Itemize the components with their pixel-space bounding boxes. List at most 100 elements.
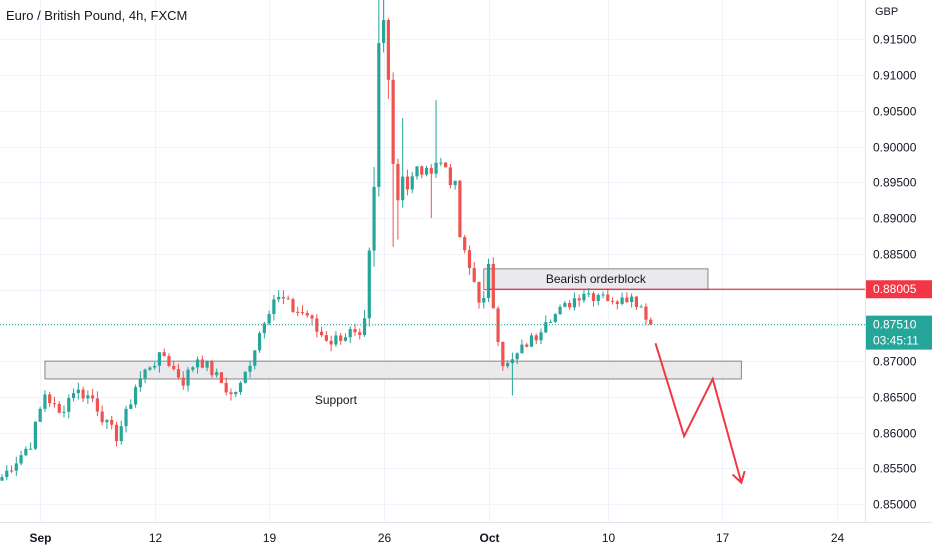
candle-body bbox=[620, 297, 624, 304]
candle-body bbox=[224, 382, 228, 393]
projection-arrowhead bbox=[731, 470, 746, 485]
time-axis[interactable]: Sep 12 19 26 Oct 10 17 24 bbox=[29, 531, 844, 545]
candle-body bbox=[448, 167, 452, 186]
candle-body bbox=[215, 372, 219, 376]
candle-body bbox=[272, 299, 276, 315]
candle-body bbox=[401, 176, 405, 201]
candle-body bbox=[577, 298, 581, 301]
price-badges: 0.88005 0.87510 03:45:11 bbox=[866, 280, 932, 350]
candle-body bbox=[181, 377, 185, 386]
candle-body bbox=[634, 296, 639, 308]
x-tick-label: 12 bbox=[149, 531, 163, 545]
candle-body bbox=[24, 448, 28, 456]
candle-body bbox=[610, 300, 615, 302]
candle-body bbox=[410, 176, 414, 190]
candle-body bbox=[553, 314, 557, 322]
candle-body bbox=[105, 419, 109, 423]
projection-line bbox=[654, 342, 743, 483]
candle-body bbox=[420, 166, 424, 175]
candle-body bbox=[148, 367, 152, 370]
horizontal-level bbox=[0, 288, 865, 326]
candle-body bbox=[67, 398, 71, 412]
y-tick-label: 0.89000 bbox=[873, 212, 917, 226]
candle-body bbox=[358, 332, 362, 336]
candle-body bbox=[277, 296, 281, 300]
candle-body bbox=[501, 341, 505, 367]
candle-body bbox=[477, 281, 481, 303]
candle-body bbox=[262, 323, 266, 334]
candle-body bbox=[167, 356, 171, 366]
x-tick-label: 10 bbox=[602, 531, 616, 545]
candle-body bbox=[176, 369, 181, 378]
candle-body bbox=[234, 392, 238, 395]
candle-body bbox=[257, 333, 262, 351]
candle-body bbox=[324, 335, 328, 341]
candle-body bbox=[482, 297, 486, 303]
candle-body bbox=[486, 263, 491, 298]
candle-body bbox=[463, 237, 467, 251]
candle-body bbox=[300, 312, 305, 314]
candle-body bbox=[281, 296, 286, 299]
candle-body bbox=[548, 321, 553, 323]
x-tick-label: 24 bbox=[831, 531, 845, 545]
zone-box bbox=[44, 360, 742, 380]
candle-body bbox=[558, 306, 562, 315]
candle-body bbox=[286, 298, 290, 300]
candle-body bbox=[439, 162, 443, 164]
candle-body bbox=[334, 335, 338, 345]
candle-body bbox=[601, 294, 605, 296]
projection-arrow bbox=[654, 342, 746, 485]
candle-body bbox=[0, 477, 4, 481]
zone-label-orderblock: Bearish orderblock bbox=[546, 272, 647, 286]
candle-body bbox=[191, 367, 195, 370]
candle-body bbox=[515, 353, 519, 360]
chart-title: Euro / British Pound, 4h, FXCM bbox=[6, 8, 188, 23]
candle-body bbox=[52, 403, 57, 405]
candle-body bbox=[529, 335, 534, 347]
candle-body bbox=[606, 294, 610, 301]
candle-body bbox=[62, 411, 66, 413]
candle-body bbox=[434, 162, 438, 174]
candle-body bbox=[587, 293, 591, 295]
candle-body bbox=[219, 372, 224, 383]
candle-body bbox=[195, 359, 200, 368]
annotation-zones: Bearish orderblock Support bbox=[44, 268, 742, 407]
candle-body bbox=[91, 395, 95, 399]
candle-body bbox=[591, 293, 596, 301]
candle-body bbox=[129, 404, 133, 409]
candle-body bbox=[172, 365, 176, 370]
candle-body bbox=[649, 319, 653, 325]
candle-body bbox=[444, 162, 448, 168]
candle-body bbox=[57, 403, 61, 413]
candle-body bbox=[568, 303, 572, 308]
candle-body bbox=[377, 42, 381, 187]
candle-body bbox=[353, 329, 357, 333]
candle-body bbox=[200, 359, 204, 368]
candle-body bbox=[582, 293, 586, 301]
candle-body bbox=[110, 419, 114, 425]
price-axis[interactable]: 0.91500 0.91000 0.90500 0.90000 0.89500 0.890… bbox=[873, 33, 917, 512]
y-tick-label: 0.87000 bbox=[873, 355, 917, 369]
candle-body bbox=[186, 369, 190, 386]
candle-body bbox=[19, 455, 23, 464]
candle-body bbox=[210, 361, 214, 376]
candle-body bbox=[14, 463, 18, 471]
candle-body bbox=[424, 167, 429, 175]
candle-body bbox=[86, 395, 90, 399]
candle-body bbox=[71, 393, 76, 399]
candle-body bbox=[520, 344, 524, 354]
candle-body bbox=[296, 311, 300, 313]
candle-body bbox=[382, 20, 386, 43]
candle-body bbox=[291, 299, 295, 312]
candle-body bbox=[305, 313, 309, 316]
candle-body bbox=[205, 361, 209, 368]
candle-body bbox=[429, 167, 433, 174]
candle-body bbox=[348, 329, 352, 338]
candle-body bbox=[95, 398, 99, 412]
candle-body bbox=[491, 263, 495, 309]
candle-body bbox=[510, 359, 514, 364]
candle-body bbox=[639, 306, 643, 308]
candle-body bbox=[630, 296, 634, 303]
candle-body bbox=[43, 394, 47, 409]
